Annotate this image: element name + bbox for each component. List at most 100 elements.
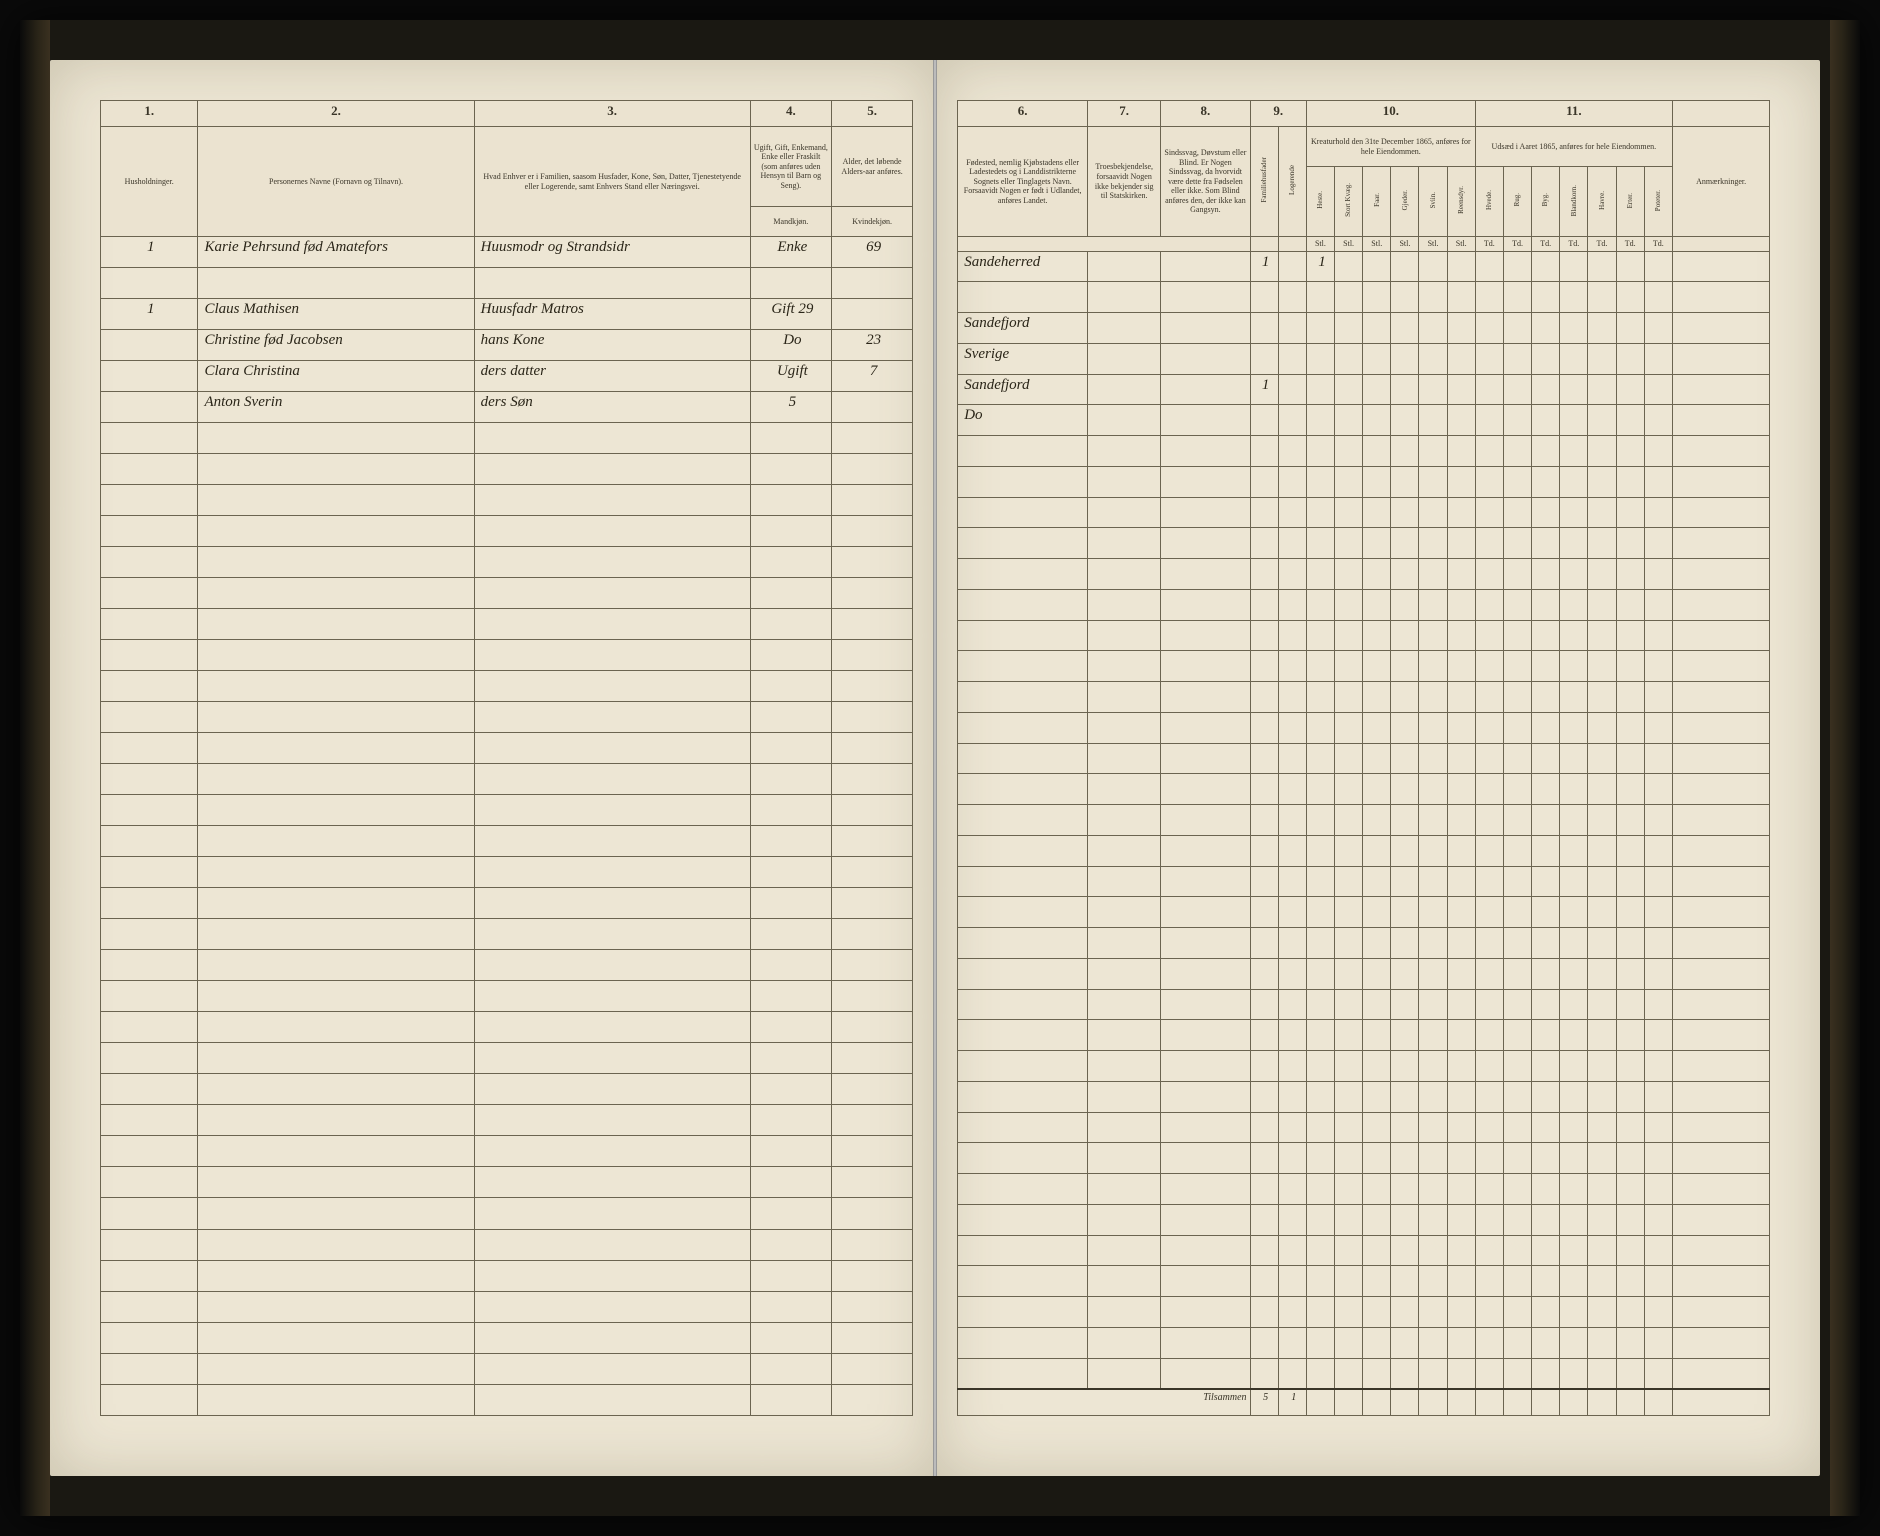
header-col6: Fødested, nemlig Kjøbstadens eller Lades… — [958, 127, 1088, 237]
table-row — [958, 866, 1770, 897]
table-row — [958, 1143, 1770, 1174]
col-num-4: 4. — [750, 101, 831, 127]
header-col1: Husholdninger. — [101, 127, 198, 237]
cell-age-f — [831, 299, 912, 330]
cell-name: Karie Pehrsund fød Amatefors — [198, 237, 474, 268]
table-row — [958, 1081, 1770, 1112]
unit-cell: Stl. — [1335, 237, 1363, 252]
table-row — [101, 1322, 913, 1353]
col-num-anm — [1672, 101, 1769, 127]
cell-status: Do — [750, 330, 831, 361]
cell-cond — [1161, 251, 1250, 282]
cell-age-f: 69 — [831, 237, 912, 268]
cell-name: Clara Christina — [198, 361, 474, 392]
cell-age-f: 7 — [831, 361, 912, 392]
book-edge-left — [20, 20, 50, 1516]
table-row — [101, 1074, 913, 1105]
header-col9b: Logerende — [1278, 127, 1306, 237]
cell-hh — [101, 330, 198, 361]
footer-row: Tilsammen51 — [958, 1389, 1770, 1416]
table-row — [958, 1204, 1770, 1235]
cell-heste — [1306, 313, 1334, 344]
cell-faith — [1088, 405, 1161, 436]
table-row — [958, 1051, 1770, 1082]
table-row: 1Claus MathisenHuusfadr MatrosGift 29 — [101, 299, 913, 330]
ledger-book: 1. 2. 3. 4. 5. Husholdninger. Personerne… — [20, 20, 1860, 1516]
cell-hh — [101, 361, 198, 392]
cell-birthplace: Sandefjord — [958, 313, 1088, 344]
unit-cell: Td. — [1560, 237, 1588, 252]
table-row — [958, 620, 1770, 651]
cell-age-f — [831, 392, 912, 423]
unit-cell: Td. — [1475, 237, 1503, 252]
cell-birthplace: Do — [958, 405, 1088, 436]
cell-9b — [1278, 251, 1306, 282]
table-row — [958, 466, 1770, 497]
table-row — [101, 919, 913, 950]
col10-label: Heste. — [1306, 167, 1334, 237]
left-ledger: 1. 2. 3. 4. 5. Husholdninger. Personerne… — [100, 100, 913, 1416]
header-col3: Hvad Enhver er i Familien, saasom Husfad… — [474, 127, 750, 237]
table-row — [958, 928, 1770, 959]
col-num-11: 11. — [1475, 101, 1672, 127]
table-row — [101, 1198, 913, 1229]
cell-hh: 1 — [101, 237, 198, 268]
header-col5-sub: Kvindekjøn. — [831, 207, 912, 237]
table-row — [101, 981, 913, 1012]
table-row — [101, 1012, 913, 1043]
col11-label: Byg. — [1532, 167, 1560, 237]
table-row: 1Karie Pehrsund fød AmateforsHuusmodr og… — [101, 237, 913, 268]
footer-label: Tilsammen — [958, 1389, 1250, 1416]
table-row: Do — [958, 405, 1770, 436]
table-row — [958, 897, 1770, 928]
header-col2: Personernes Navne (Fornavn og Tilnavn). — [198, 127, 474, 237]
table-row — [101, 1229, 913, 1260]
unit-cell: Stl. — [1391, 237, 1419, 252]
unit-cell: Td. — [1588, 237, 1616, 252]
unit-anm — [1672, 237, 1769, 252]
unit-cell: Td. — [1532, 237, 1560, 252]
cell-cond — [1161, 313, 1250, 344]
table-row — [101, 609, 913, 640]
cell-faith — [1088, 374, 1161, 405]
col11-label: Blandkorn. — [1560, 167, 1588, 237]
table-row — [101, 733, 913, 764]
table-row — [958, 743, 1770, 774]
cell-status: Enke — [750, 237, 831, 268]
cell-role: Huusfadr Matros — [474, 299, 750, 330]
header-col11: Udsæd i Aaret 1865, anføres for hele Eie… — [1475, 127, 1672, 167]
table-row — [101, 1291, 913, 1322]
table-row — [101, 485, 913, 516]
col-num-10: 10. — [1306, 101, 1475, 127]
col10-label: Faar. — [1363, 167, 1391, 237]
table-row — [958, 1112, 1770, 1143]
header-col9a: Familiehusfader — [1250, 127, 1278, 237]
table-row: Sandefjord — [958, 313, 1770, 344]
cell-9a: 1 — [1250, 251, 1278, 282]
header-anm: Anmærkninger. — [1672, 127, 1769, 237]
cell-role: hans Kone — [474, 330, 750, 361]
cell-birthplace: Sandeherred — [958, 251, 1088, 282]
table-row: Sverige — [958, 343, 1770, 374]
cell-9b — [1278, 405, 1306, 436]
table-row — [958, 1235, 1770, 1266]
footer-sum-b: 1 — [1278, 1389, 1306, 1416]
table-row — [101, 578, 913, 609]
cell-heste: 1 — [1306, 251, 1334, 282]
cell-9b — [1278, 313, 1306, 344]
cell-birthplace: Sandefjord — [958, 374, 1088, 405]
unit-cell: Stl. — [1447, 237, 1475, 252]
table-row — [101, 826, 913, 857]
table-row — [101, 1043, 913, 1074]
table-row — [958, 805, 1770, 836]
col-num-2: 2. — [198, 101, 474, 127]
header-col4-sub: Mandkjøn. — [750, 207, 831, 237]
table-row — [958, 589, 1770, 620]
col-num-5: 5. — [831, 101, 912, 127]
cell-heste — [1306, 343, 1334, 374]
table-row — [958, 436, 1770, 467]
table-row — [101, 1167, 913, 1198]
table-row — [101, 702, 913, 733]
col11-label: Havre. — [1588, 167, 1616, 237]
table-row — [958, 1020, 1770, 1051]
